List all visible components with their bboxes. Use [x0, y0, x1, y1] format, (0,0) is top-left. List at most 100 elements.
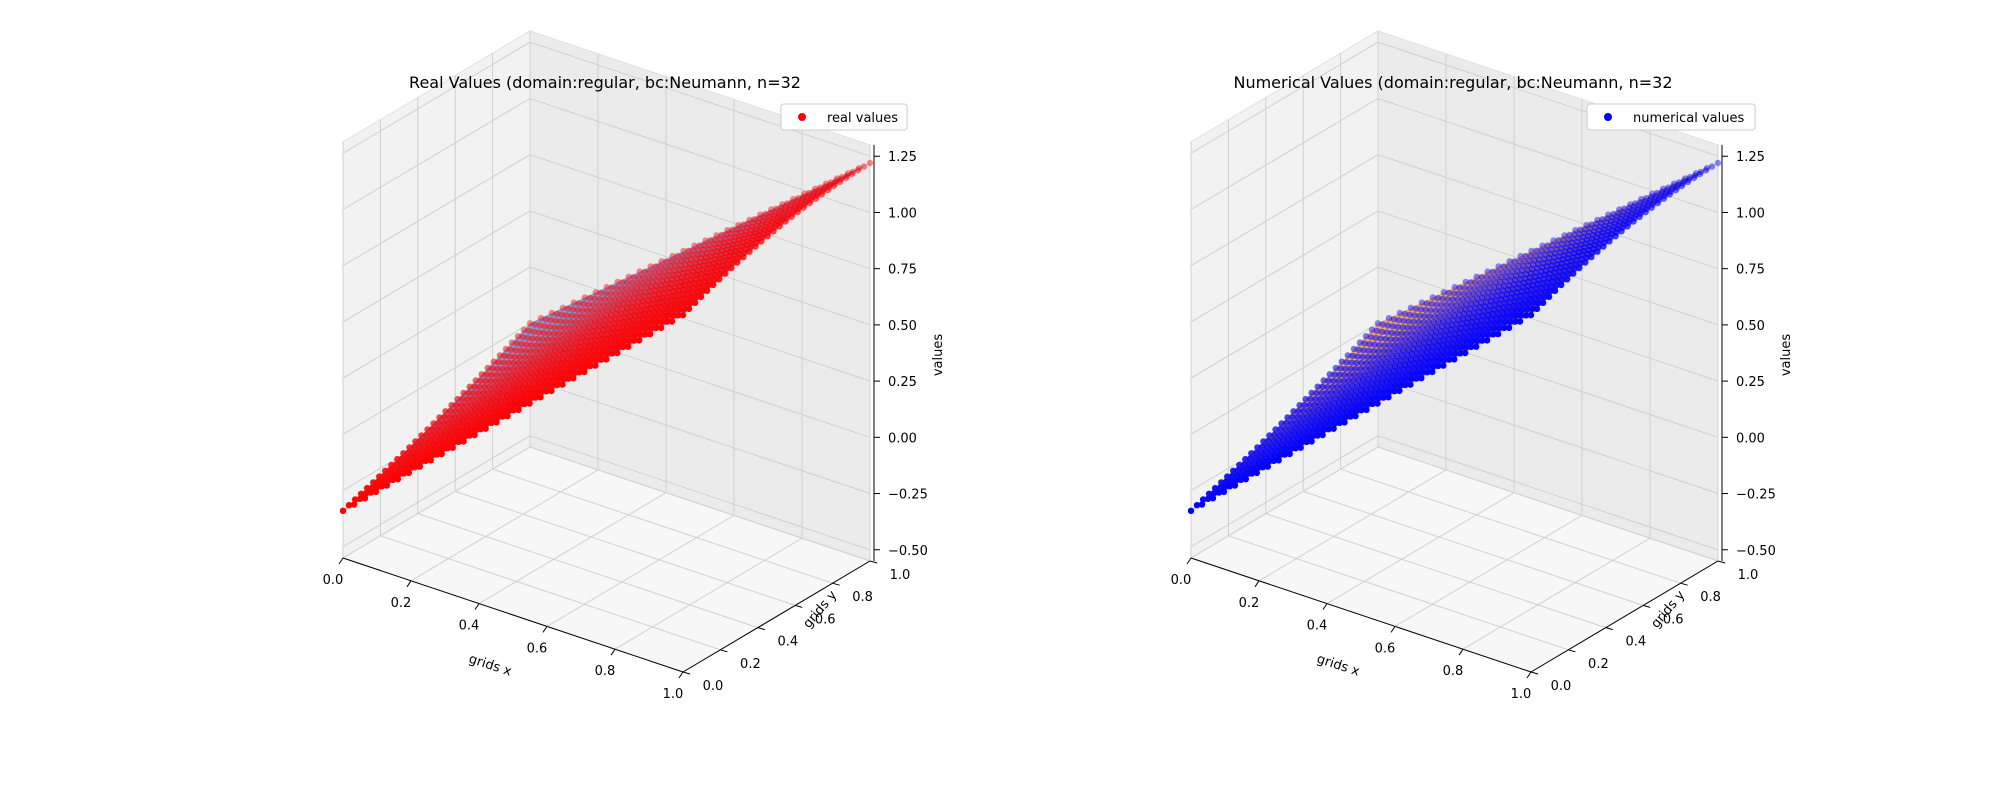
data-point — [550, 330, 557, 337]
data-point — [1457, 306, 1464, 313]
data-point — [722, 270, 729, 277]
data-point — [1300, 407, 1307, 415]
data-point — [611, 339, 618, 346]
data-point — [595, 322, 603, 329]
data-point — [1314, 432, 1321, 439]
data-point — [405, 449, 412, 456]
data-point — [1429, 343, 1437, 350]
data-point — [1371, 390, 1378, 397]
data-point — [556, 324, 563, 331]
data-point — [477, 377, 484, 384]
data-point — [1313, 389, 1320, 397]
data-point — [842, 174, 850, 182]
data-point — [482, 377, 489, 385]
data-point — [1462, 324, 1469, 331]
data-point — [1232, 477, 1240, 484]
data-point — [1447, 326, 1455, 333]
data-point — [1216, 484, 1224, 491]
data-point — [479, 415, 486, 422]
data-point — [666, 307, 673, 314]
data-point — [534, 335, 541, 343]
data-point — [1396, 341, 1403, 349]
data-point — [457, 428, 465, 435]
data-point — [1303, 418, 1310, 425]
data-point — [519, 385, 527, 392]
data-point — [1432, 307, 1439, 314]
data-point — [1420, 364, 1427, 371]
data-point — [1369, 353, 1376, 361]
x-tick — [610, 648, 616, 656]
data-point — [1397, 357, 1405, 364]
data-point — [1352, 365, 1359, 373]
data-point — [634, 279, 641, 286]
data-point — [459, 395, 466, 403]
data-point — [416, 443, 423, 450]
data-point — [1419, 369, 1426, 376]
data-point — [561, 345, 569, 353]
data-point — [1447, 307, 1454, 314]
y-tick — [1717, 560, 1726, 564]
data-point — [1356, 391, 1364, 399]
data-point — [1265, 458, 1273, 465]
data-point — [1522, 252, 1529, 260]
data-point — [569, 354, 576, 361]
data-point — [411, 443, 418, 451]
data-point — [511, 353, 518, 361]
data-point — [548, 309, 556, 317]
y-tick-label: 1.0 — [1738, 568, 1759, 583]
data-point — [512, 347, 519, 354]
data-point — [1362, 333, 1370, 340]
data-point — [1443, 301, 1450, 309]
data-point — [1624, 223, 1631, 230]
data-point — [1464, 296, 1471, 303]
data-point — [504, 412, 511, 420]
data-point — [671, 306, 678, 314]
data-point — [1446, 331, 1454, 338]
data-point — [594, 307, 601, 314]
data-point — [1303, 438, 1310, 446]
z-tick-label: −0.50 — [1736, 544, 1776, 559]
x-axis-line — [1190, 557, 1532, 673]
data-point — [1445, 336, 1452, 343]
data-point — [590, 301, 597, 309]
data-point — [1242, 455, 1249, 463]
y-tick-label: 0.4 — [1625, 635, 1646, 650]
data-point — [503, 371, 510, 378]
data-point — [1369, 400, 1376, 408]
data-point — [607, 290, 614, 297]
data-point — [1548, 283, 1555, 290]
data-point — [585, 347, 592, 354]
data-point — [1337, 365, 1344, 372]
data-point — [1277, 426, 1284, 433]
data-point — [1408, 330, 1415, 337]
data-point — [1392, 336, 1399, 343]
data-point — [1457, 325, 1465, 332]
data-point — [519, 365, 526, 372]
data-point — [1411, 312, 1418, 319]
data-point — [637, 289, 644, 296]
data-point — [479, 395, 486, 402]
data-point — [1374, 400, 1381, 407]
data-point — [1452, 350, 1459, 357]
data-point — [545, 377, 552, 384]
data-point — [559, 355, 567, 363]
data-point — [1228, 472, 1236, 480]
y-tick — [1680, 582, 1688, 586]
data-point — [570, 349, 578, 356]
data-point — [411, 464, 418, 471]
data-point — [577, 339, 585, 346]
data-point — [449, 444, 456, 451]
data-point — [1419, 344, 1427, 351]
data-point — [1267, 447, 1275, 455]
data-point — [1386, 363, 1394, 370]
x-tick-label: 0.0 — [323, 573, 344, 588]
data-point — [1388, 358, 1395, 365]
data-point — [515, 406, 522, 413]
data-point — [643, 325, 650, 332]
data-point — [1672, 187, 1680, 194]
data-point — [1287, 425, 1294, 432]
y-tick — [757, 627, 765, 631]
data-point — [1420, 339, 1428, 346]
data-point — [1407, 355, 1415, 363]
data-point — [1385, 347, 1392, 355]
